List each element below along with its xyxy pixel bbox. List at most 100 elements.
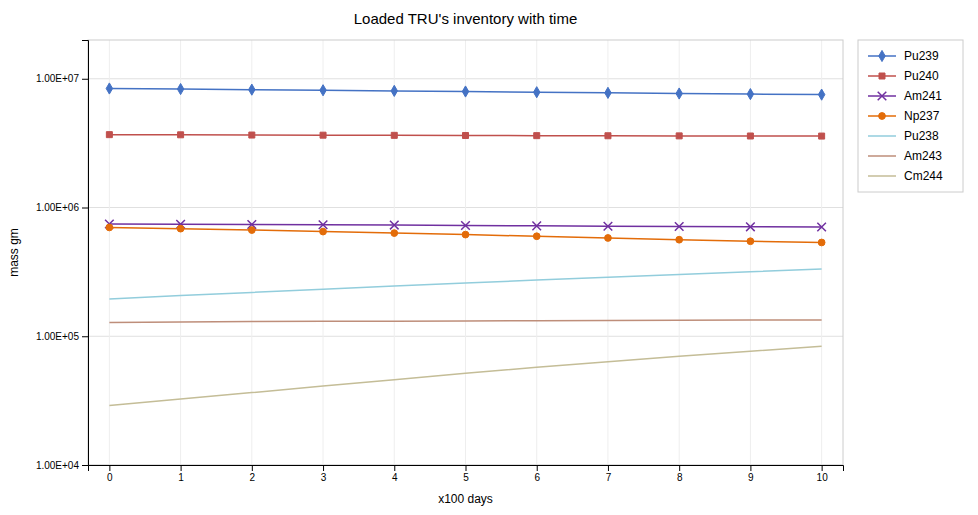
series-line xyxy=(109,227,821,242)
y-axis-line xyxy=(82,41,89,466)
legend-swatch xyxy=(868,135,896,137)
x-tick-label: 10 xyxy=(817,472,829,483)
x-tick-mark xyxy=(537,465,538,471)
y-tick: 1.00E+06 xyxy=(36,202,88,213)
point xyxy=(605,235,612,242)
x-grid-line xyxy=(465,40,466,465)
x-axis-title: x100 days xyxy=(438,492,493,506)
point xyxy=(391,132,397,138)
point xyxy=(747,238,754,245)
point xyxy=(605,133,611,139)
legend-label: Pu238 xyxy=(904,129,939,143)
series-group xyxy=(105,83,826,406)
x-tick-label: 8 xyxy=(677,472,683,483)
x-grid-line xyxy=(607,40,608,465)
legend-item: Pu238 xyxy=(868,129,939,143)
point xyxy=(248,227,255,234)
legend-marker xyxy=(879,73,885,79)
x-tick: 8 xyxy=(677,465,683,483)
series-line xyxy=(109,346,821,405)
point xyxy=(818,89,824,100)
legend-label: Am243 xyxy=(904,149,942,163)
legend-marker xyxy=(879,113,886,120)
x-tick: 1 xyxy=(178,465,184,483)
x-tick-label: 9 xyxy=(748,472,754,483)
series-line xyxy=(109,320,821,323)
x-tick-label: 4 xyxy=(392,472,398,483)
point xyxy=(676,88,682,99)
point xyxy=(390,221,399,230)
x-tick-label: 0 xyxy=(107,472,113,483)
x-tick-label: 7 xyxy=(606,472,612,483)
y-tick-mark xyxy=(82,336,88,337)
x-tick-mark xyxy=(109,465,110,471)
point xyxy=(676,236,683,243)
point xyxy=(747,89,753,100)
x-grid-line xyxy=(821,40,822,465)
x-tick-mark xyxy=(750,465,751,471)
point xyxy=(675,222,684,231)
point xyxy=(391,230,398,237)
point xyxy=(818,239,825,246)
y-tick: 1.00E+07 xyxy=(36,73,88,84)
point xyxy=(320,228,327,235)
point xyxy=(106,224,113,231)
x-tick: 3 xyxy=(321,465,327,483)
point xyxy=(249,84,255,95)
grid xyxy=(88,40,843,465)
series xyxy=(109,269,821,299)
legend-item: Am243 xyxy=(868,149,942,163)
legend-item: Pu240 xyxy=(868,69,939,83)
legend-marker xyxy=(878,92,887,101)
point xyxy=(463,132,469,138)
point xyxy=(534,133,540,139)
point xyxy=(746,223,755,232)
x-axis-line xyxy=(89,466,844,472)
x-grid-line xyxy=(536,40,537,465)
x-tick: 7 xyxy=(606,465,612,483)
legend-label: Am241 xyxy=(904,89,942,103)
y-axis: 1.00E+04 1.00E+05 1.00E+06 1.00E+07 xyxy=(36,41,89,471)
series xyxy=(106,83,825,100)
legend-item: Am241 xyxy=(868,89,942,103)
x-tick-mark xyxy=(608,465,609,471)
x-grid-line xyxy=(109,40,110,465)
point xyxy=(819,133,825,139)
y-tick-mark xyxy=(82,208,88,209)
point xyxy=(532,222,541,231)
point xyxy=(533,233,540,240)
legend-swatch xyxy=(868,155,896,157)
point xyxy=(178,132,184,138)
x-tick: 10 xyxy=(817,465,829,483)
x-tick-mark xyxy=(394,465,395,471)
point xyxy=(604,222,613,231)
x-grid-line xyxy=(394,40,395,465)
legend-label: Np237 xyxy=(904,109,940,123)
legend-item: Cm244 xyxy=(868,169,943,183)
point xyxy=(461,221,470,230)
y-tick-label: 1.00E+04 xyxy=(36,460,80,471)
x-axis: 0 1 2 3 4 5 6 7 8 9 10 xyxy=(89,465,844,483)
point xyxy=(177,83,183,94)
x-tick: 9 xyxy=(748,465,754,483)
series xyxy=(106,132,824,139)
legend-swatch xyxy=(868,175,896,177)
y-tick-label: 1.00E+06 xyxy=(36,202,80,213)
x-tick-label: 6 xyxy=(534,472,540,483)
x-tick-mark xyxy=(466,465,467,471)
point xyxy=(676,133,682,139)
x-tick-mark xyxy=(822,465,823,471)
point xyxy=(747,133,753,139)
x-tick-label: 3 xyxy=(321,472,327,483)
legend-label: Pu239 xyxy=(904,49,939,63)
y-tick-label: 1.00E+05 xyxy=(36,331,80,342)
point xyxy=(605,87,611,98)
chart: 0123456789101.00E+041.00E+051.00E+061.00… xyxy=(0,0,978,515)
legend-item: Pu239 xyxy=(868,49,939,63)
x-tick-label: 2 xyxy=(250,472,256,483)
point xyxy=(391,85,397,96)
x-tick-label: 5 xyxy=(463,472,469,483)
legend-item: Np237 xyxy=(868,109,940,123)
y-tick-mark xyxy=(82,79,88,80)
point xyxy=(320,85,326,96)
